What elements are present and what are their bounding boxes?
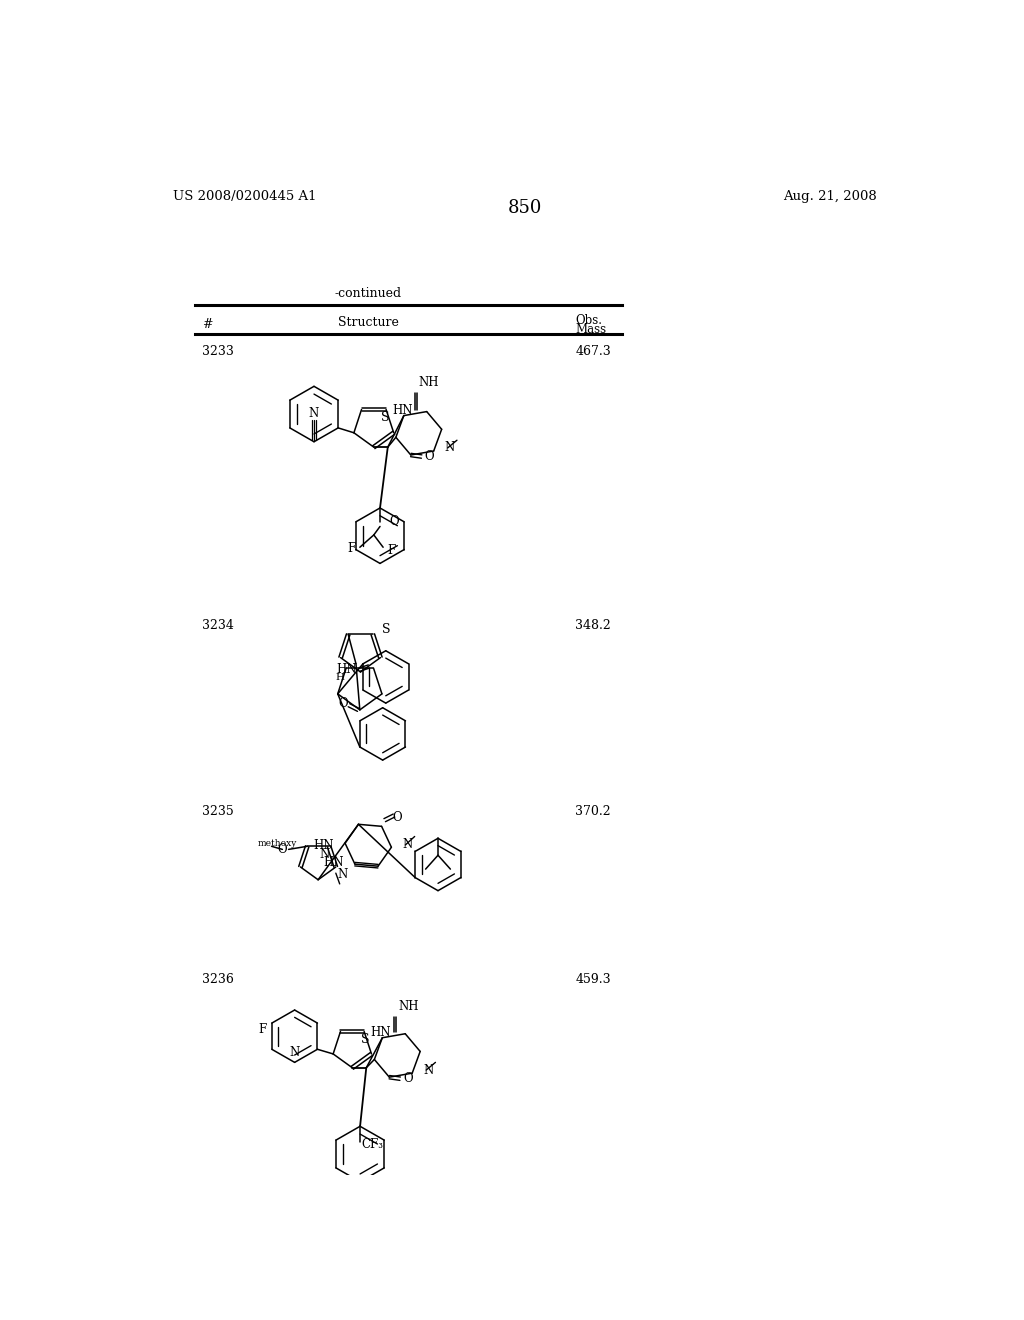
Text: O: O [389,515,399,528]
Text: F: F [258,1023,266,1036]
Text: CF₃: CF₃ [361,1138,384,1151]
Text: 370.2: 370.2 [575,805,610,818]
Text: 850: 850 [508,199,542,218]
Text: O: O [338,697,347,710]
Text: N: N [423,1064,433,1077]
Text: NH: NH [398,1001,419,1014]
Text: O: O [403,1072,413,1085]
Text: NH: NH [418,376,438,389]
Text: 459.3: 459.3 [575,973,610,986]
Text: 3234: 3234 [202,619,233,632]
Text: O: O [392,810,401,824]
Text: F: F [347,543,355,556]
Text: 348.2: 348.2 [575,619,611,632]
Text: N: N [402,838,413,851]
Text: 3235: 3235 [202,805,233,818]
Text: HN: HN [392,404,413,417]
Text: Structure: Structure [338,317,398,329]
Text: methoxy: methoxy [258,838,297,847]
Text: O: O [278,843,287,855]
Text: HN: HN [371,1026,391,1039]
Text: 467.3: 467.3 [575,345,611,358]
Text: O: O [425,450,434,463]
Text: H: H [336,673,344,682]
Text: Obs.: Obs. [575,314,602,327]
Text: S: S [381,411,389,424]
Text: US 2008/0200445 A1: US 2008/0200445 A1 [173,190,316,203]
Text: HN: HN [313,840,334,851]
Text: N: N [319,847,330,861]
Text: 3233: 3233 [202,345,233,358]
Text: N: N [290,1045,300,1059]
Text: N: N [309,407,319,420]
Text: S: S [361,1032,370,1045]
Text: HN: HN [336,663,356,676]
Text: Mass: Mass [575,323,606,337]
Text: -continued: -continued [335,286,401,300]
Text: F: F [388,544,396,557]
Text: Aug. 21, 2008: Aug. 21, 2008 [783,190,877,203]
Text: #: # [202,318,212,331]
Text: HN: HN [324,857,344,869]
Text: N: N [444,441,455,454]
Text: N: N [337,869,347,882]
Text: 3236: 3236 [202,973,233,986]
Text: S: S [382,623,390,636]
